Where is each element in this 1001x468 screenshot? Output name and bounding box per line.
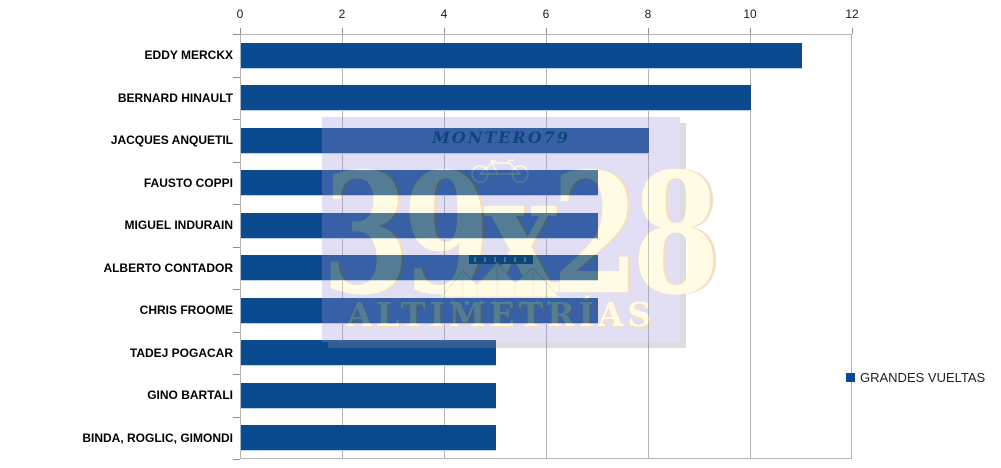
y-axis-tick bbox=[233, 246, 240, 248]
gridline bbox=[648, 35, 649, 458]
x-axis-tick bbox=[750, 28, 751, 34]
bar-row: MIGUEL INDURAIN bbox=[0, 204, 1001, 247]
bar bbox=[241, 255, 598, 280]
x-axis-tick-label: 10 bbox=[743, 7, 757, 21]
x-axis-tick-label: 4 bbox=[440, 7, 448, 21]
y-axis-tick bbox=[233, 459, 240, 460]
y-axis-tick bbox=[233, 331, 240, 333]
y-axis-tick bbox=[233, 416, 240, 418]
y-axis-tick bbox=[233, 161, 240, 163]
plot-area bbox=[240, 34, 852, 459]
category-label: JACQUES ANQUETIL bbox=[110, 133, 233, 148]
bar bbox=[241, 340, 496, 365]
x-axis-tick-label: 6 bbox=[542, 7, 550, 21]
bar bbox=[241, 212, 598, 238]
bar bbox=[241, 170, 598, 195]
gridline bbox=[342, 35, 343, 458]
category-label: TADEJ POGACAR bbox=[129, 345, 233, 360]
y-axis-tick bbox=[233, 374, 240, 375]
category-label: MIGUEL INDURAIN bbox=[124, 218, 233, 233]
x-axis-tick bbox=[342, 28, 343, 34]
x-axis-tick-label: 12 bbox=[845, 7, 859, 21]
legend-label: GRANDES VUELTAS bbox=[860, 370, 986, 385]
bar-row: BERNARD HINAULT bbox=[0, 77, 1001, 120]
category-label: FAUSTO COPPI bbox=[143, 175, 233, 190]
category-label: BERNARD HINAULT bbox=[117, 90, 233, 105]
bar-row: FAUSTO COPPI bbox=[0, 162, 1001, 205]
x-axis-tick bbox=[546, 28, 547, 34]
bar bbox=[241, 425, 496, 450]
bar-row: ALBERTO CONTADOR bbox=[0, 247, 1001, 290]
category-label: GINO BARTALI bbox=[147, 388, 233, 403]
category-label: BINDA, ROGLIC, GIMONDI bbox=[82, 430, 233, 445]
x-axis-tick bbox=[444, 28, 445, 34]
bar-row: EDDY MERCKX bbox=[0, 34, 1001, 77]
x-axis-tick-label: 0 bbox=[236, 7, 244, 21]
x-axis-tick bbox=[240, 28, 241, 34]
bar-row: TADEJ POGACAR bbox=[0, 332, 1001, 375]
category-label: CHRIS FROOME bbox=[139, 303, 233, 318]
y-axis-tick bbox=[233, 34, 240, 35]
bar-row: GINO BARTALI bbox=[0, 374, 1001, 417]
y-axis-tick bbox=[233, 76, 240, 78]
x-axis-tick bbox=[852, 28, 853, 34]
y-axis-tick bbox=[233, 119, 240, 120]
bar bbox=[241, 42, 802, 68]
bar-row: BINDA, ROGLIC, GIMONDI bbox=[0, 417, 1001, 460]
legend-swatch-icon bbox=[846, 373, 855, 382]
category-label: EDDY MERCKX bbox=[144, 48, 233, 63]
bar bbox=[241, 127, 649, 153]
gridline bbox=[750, 35, 751, 458]
bar-row: JACQUES ANQUETIL bbox=[0, 119, 1001, 162]
x-axis-tick-label: 2 bbox=[338, 7, 346, 21]
gridline bbox=[444, 35, 445, 458]
x-axis-tick bbox=[648, 28, 649, 34]
bar bbox=[241, 297, 598, 323]
gridline bbox=[546, 35, 547, 458]
legend: GRANDES VUELTAS bbox=[846, 370, 985, 385]
bar bbox=[241, 85, 751, 110]
y-axis-tick bbox=[233, 289, 240, 290]
bar-row: CHRIS FROOME bbox=[0, 289, 1001, 332]
y-axis-tick bbox=[233, 204, 240, 205]
category-label: ALBERTO CONTADOR bbox=[103, 260, 233, 275]
bar bbox=[241, 382, 496, 408]
x-axis-tick-label: 8 bbox=[644, 7, 652, 21]
